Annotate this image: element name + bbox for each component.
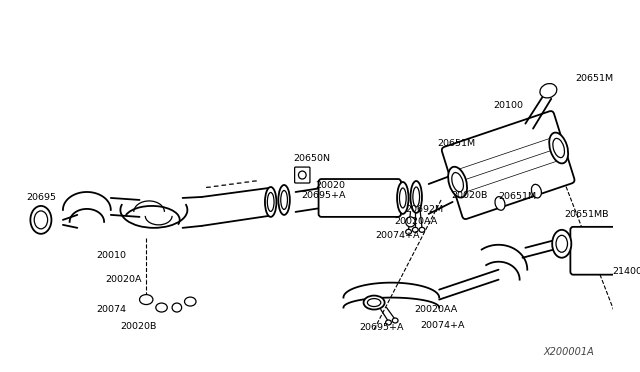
Ellipse shape bbox=[392, 318, 398, 323]
Text: 20100: 20100 bbox=[493, 101, 523, 110]
Text: 20074: 20074 bbox=[96, 305, 126, 314]
Text: 20020AA: 20020AA bbox=[415, 305, 458, 314]
Text: 21400: 21400 bbox=[612, 267, 640, 276]
Text: 20020B: 20020B bbox=[452, 192, 488, 201]
Text: 20651M: 20651M bbox=[499, 192, 537, 202]
FancyBboxPatch shape bbox=[319, 179, 401, 217]
Ellipse shape bbox=[419, 227, 425, 232]
Ellipse shape bbox=[540, 84, 557, 98]
Ellipse shape bbox=[281, 190, 287, 209]
Text: X200001A: X200001A bbox=[543, 347, 595, 357]
Ellipse shape bbox=[553, 138, 564, 158]
Ellipse shape bbox=[552, 230, 572, 258]
Ellipse shape bbox=[30, 206, 51, 234]
Text: 20650N: 20650N bbox=[293, 154, 330, 163]
Ellipse shape bbox=[156, 303, 167, 312]
Ellipse shape bbox=[184, 297, 196, 306]
Text: 20020B: 20020B bbox=[120, 322, 157, 331]
Text: 20695: 20695 bbox=[26, 193, 56, 202]
FancyBboxPatch shape bbox=[294, 167, 310, 183]
Ellipse shape bbox=[172, 303, 182, 312]
Ellipse shape bbox=[397, 182, 408, 214]
Ellipse shape bbox=[140, 295, 153, 305]
Ellipse shape bbox=[278, 185, 290, 215]
Ellipse shape bbox=[406, 217, 415, 227]
Text: 20651M: 20651M bbox=[575, 74, 613, 83]
Ellipse shape bbox=[495, 197, 505, 210]
Ellipse shape bbox=[549, 132, 568, 163]
Ellipse shape bbox=[448, 167, 467, 198]
Text: 20020AA: 20020AA bbox=[395, 217, 438, 227]
Text: 20074+A: 20074+A bbox=[376, 231, 420, 240]
Text: 20692M: 20692M bbox=[406, 205, 444, 214]
Text: 20010: 20010 bbox=[96, 251, 126, 260]
Text: 20651M: 20651M bbox=[437, 139, 476, 148]
Ellipse shape bbox=[265, 187, 276, 217]
Ellipse shape bbox=[412, 227, 418, 232]
Ellipse shape bbox=[367, 299, 381, 307]
Ellipse shape bbox=[298, 171, 306, 179]
Ellipse shape bbox=[413, 187, 420, 207]
FancyBboxPatch shape bbox=[570, 227, 640, 275]
FancyBboxPatch shape bbox=[442, 111, 575, 219]
Ellipse shape bbox=[34, 211, 47, 229]
Ellipse shape bbox=[531, 185, 541, 198]
Text: 20020: 20020 bbox=[315, 180, 345, 189]
Ellipse shape bbox=[364, 296, 385, 310]
Ellipse shape bbox=[452, 173, 463, 192]
Text: 20020A: 20020A bbox=[105, 275, 141, 284]
Ellipse shape bbox=[399, 188, 406, 208]
Ellipse shape bbox=[556, 235, 568, 252]
Text: 20074+A: 20074+A bbox=[420, 321, 465, 330]
Text: 20695+A: 20695+A bbox=[301, 192, 346, 201]
Text: 20695+A: 20695+A bbox=[360, 323, 404, 332]
Ellipse shape bbox=[268, 192, 274, 211]
Text: 20651MB: 20651MB bbox=[564, 211, 609, 219]
Ellipse shape bbox=[385, 320, 391, 325]
Ellipse shape bbox=[406, 229, 412, 234]
Ellipse shape bbox=[410, 181, 422, 213]
